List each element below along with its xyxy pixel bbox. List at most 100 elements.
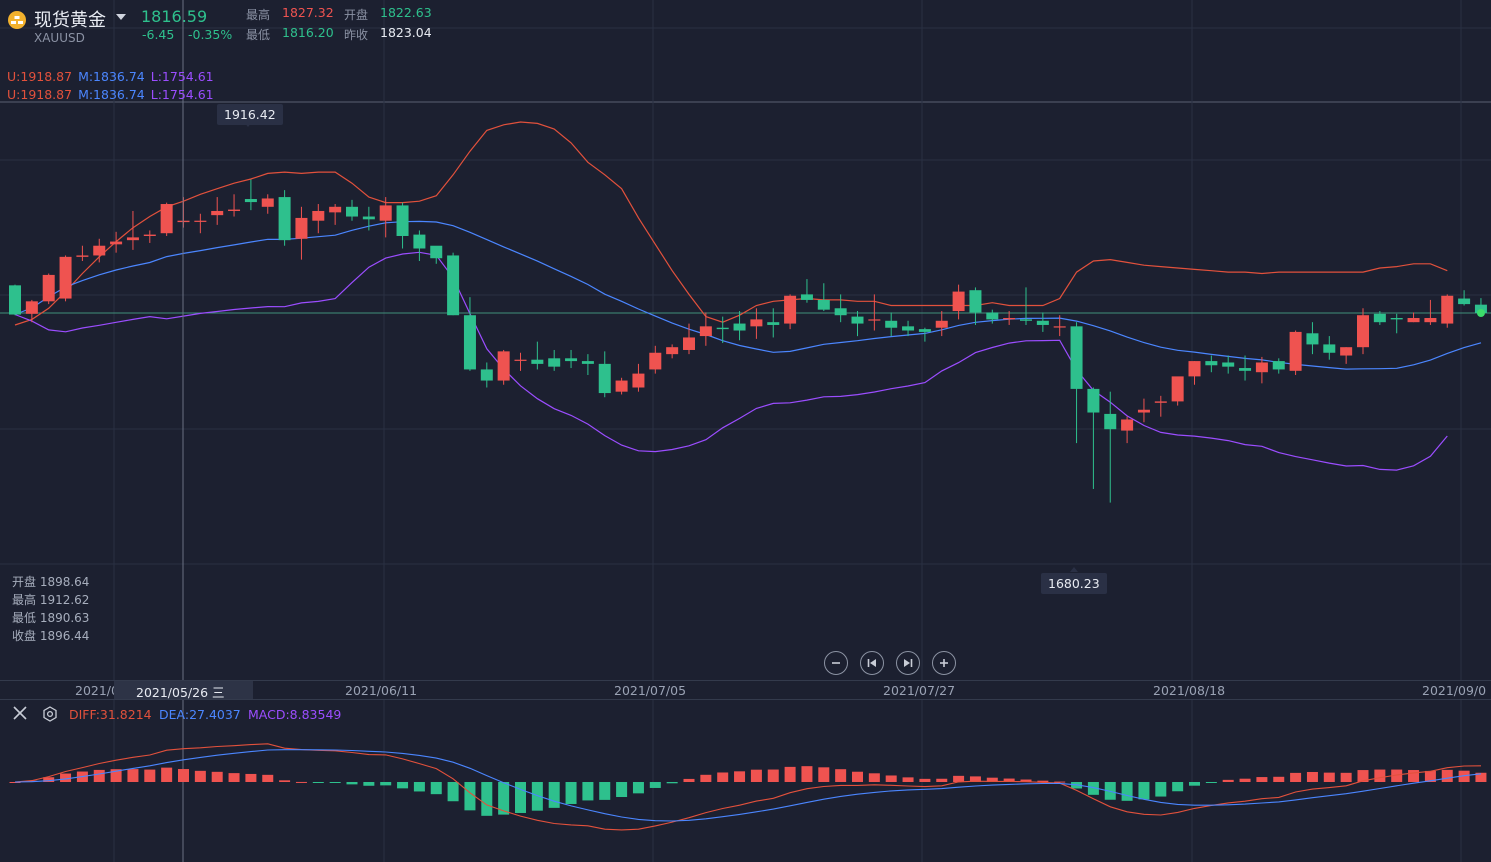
time-axis: 2021/05 2021/06/11 2021/07/05 2021/07/27… <box>0 680 1491 700</box>
macd-histogram-bar <box>1424 770 1436 782</box>
macd-value-label: MACD:8.83549 <box>248 707 342 722</box>
macd-histogram-bar <box>430 782 442 795</box>
macd-histogram-bar <box>919 778 931 782</box>
instrument-name[interactable]: 现货黄金 <box>34 10 106 31</box>
candle-body <box>1255 362 1268 373</box>
scroll-end-icon[interactable] <box>896 651 920 675</box>
candle-body <box>885 320 898 328</box>
candle-body <box>1458 298 1471 305</box>
candle-body <box>817 299 830 310</box>
close-icon[interactable] <box>12 705 28 724</box>
macd-histogram-bar <box>262 774 274 782</box>
macd-histogram-bar <box>734 771 746 782</box>
caret-down-icon[interactable] <box>116 14 126 20</box>
macd-histogram-bar <box>413 782 425 792</box>
macd-histogram-bar <box>902 777 914 782</box>
min-price-marker: 1680.23 <box>1041 573 1107 594</box>
macd-histogram-bar <box>1020 779 1032 782</box>
candle-body <box>1373 313 1386 323</box>
candle-body <box>1020 319 1032 321</box>
macd-histogram-bar <box>1121 782 1133 801</box>
boll-lower-label: L:1754.61 <box>150 69 214 84</box>
scroll-start-icon[interactable] <box>860 651 884 675</box>
hover-open: 开盘 1898.64 <box>12 575 90 589</box>
x-tick-label: 2021/06/11 <box>345 683 418 698</box>
macd-histogram-bar <box>1357 770 1369 782</box>
candle-body <box>598 363 611 394</box>
x-tick-label: 2021/09/0 <box>1422 683 1487 698</box>
candle-body <box>935 320 948 328</box>
macd-histogram-bar <box>93 769 105 782</box>
candle-body <box>76 255 89 257</box>
candle-body <box>918 329 931 332</box>
candle-body <box>1407 318 1420 323</box>
candle-body <box>143 234 156 236</box>
macd-histogram-bar <box>1441 769 1453 782</box>
macd-histogram-bar <box>178 769 189 782</box>
candle-body <box>531 359 544 364</box>
candle-body <box>1188 361 1201 377</box>
candle-body <box>278 197 291 241</box>
candle-body <box>1239 368 1252 371</box>
candle-body <box>514 359 527 361</box>
candle-body <box>952 291 965 312</box>
macd-histogram-bar <box>649 782 661 788</box>
candlestick-chart[interactable] <box>0 0 1491 680</box>
min-marker-pointer <box>1070 567 1078 572</box>
candle-body <box>1171 376 1184 402</box>
macd-histogram-bar <box>936 778 948 782</box>
macd-histogram-bar <box>1391 769 1403 782</box>
crosshair-date-tag: 2021/05/26 三 <box>114 681 253 700</box>
candle-body <box>1390 318 1403 320</box>
zoom-out-icon[interactable] <box>824 651 848 675</box>
candle-body <box>346 206 358 217</box>
macd-histogram-bar <box>1408 770 1420 782</box>
macd-histogram-bar <box>245 773 257 782</box>
macd-histogram-bar <box>1475 772 1487 782</box>
x-tick-label: 2021/07/27 <box>883 683 956 698</box>
candle-body <box>716 327 729 330</box>
candle-body <box>851 316 864 324</box>
macd-histogram-bar <box>1306 771 1318 782</box>
boll-upper-line <box>14 121 1448 326</box>
candle-body <box>329 206 342 213</box>
candle-body <box>784 295 797 324</box>
candle-body <box>1036 320 1049 325</box>
macd-histogram-bar <box>1239 778 1251 782</box>
macd-histogram-bar <box>228 773 240 782</box>
macd-histogram-bar <box>700 774 712 782</box>
candle-body <box>699 326 712 337</box>
candle-body <box>666 347 679 355</box>
macd-histogram-bar <box>835 769 847 782</box>
candle-body <box>969 290 982 313</box>
candle-body <box>228 209 241 211</box>
macd-histogram-bar <box>548 782 560 808</box>
candle-body <box>9 285 21 315</box>
macd-histogram-bar <box>515 782 526 813</box>
macd-histogram-bar <box>397 782 409 789</box>
max-price-marker: 1916.42 <box>217 104 283 125</box>
macd-histogram-bar <box>1189 782 1200 786</box>
zoom-in-icon[interactable] <box>932 651 956 675</box>
low-value: 1816.20 <box>282 25 334 40</box>
hover-close: 收盘 1896.44 <box>12 629 90 643</box>
macd-histogram-bar <box>750 769 762 782</box>
macd-histogram-bar <box>1256 777 1268 782</box>
macd-histogram-bar <box>1458 770 1470 782</box>
candle-body <box>1070 326 1083 389</box>
macd-chart[interactable] <box>0 700 1491 862</box>
last-price: 1816.59 <box>141 7 208 26</box>
macd-histogram-bar <box>683 778 695 782</box>
open-value: 1822.63 <box>380 5 432 20</box>
candle-body <box>1340 347 1353 356</box>
macd-histogram-bar <box>1374 769 1386 782</box>
macd-histogram-bar <box>1172 782 1184 792</box>
macd-diff-label: DIFF:31.8214 <box>69 707 152 722</box>
candle-body <box>295 217 308 239</box>
macd-histogram-bar <box>1003 778 1015 782</box>
macd-histogram-bar <box>599 782 611 800</box>
macd-histogram-bar <box>60 773 72 782</box>
macd-histogram-bar <box>380 782 392 786</box>
boll-upper-label: U:1918.87 <box>7 69 73 84</box>
settings-icon[interactable] <box>42 706 58 725</box>
